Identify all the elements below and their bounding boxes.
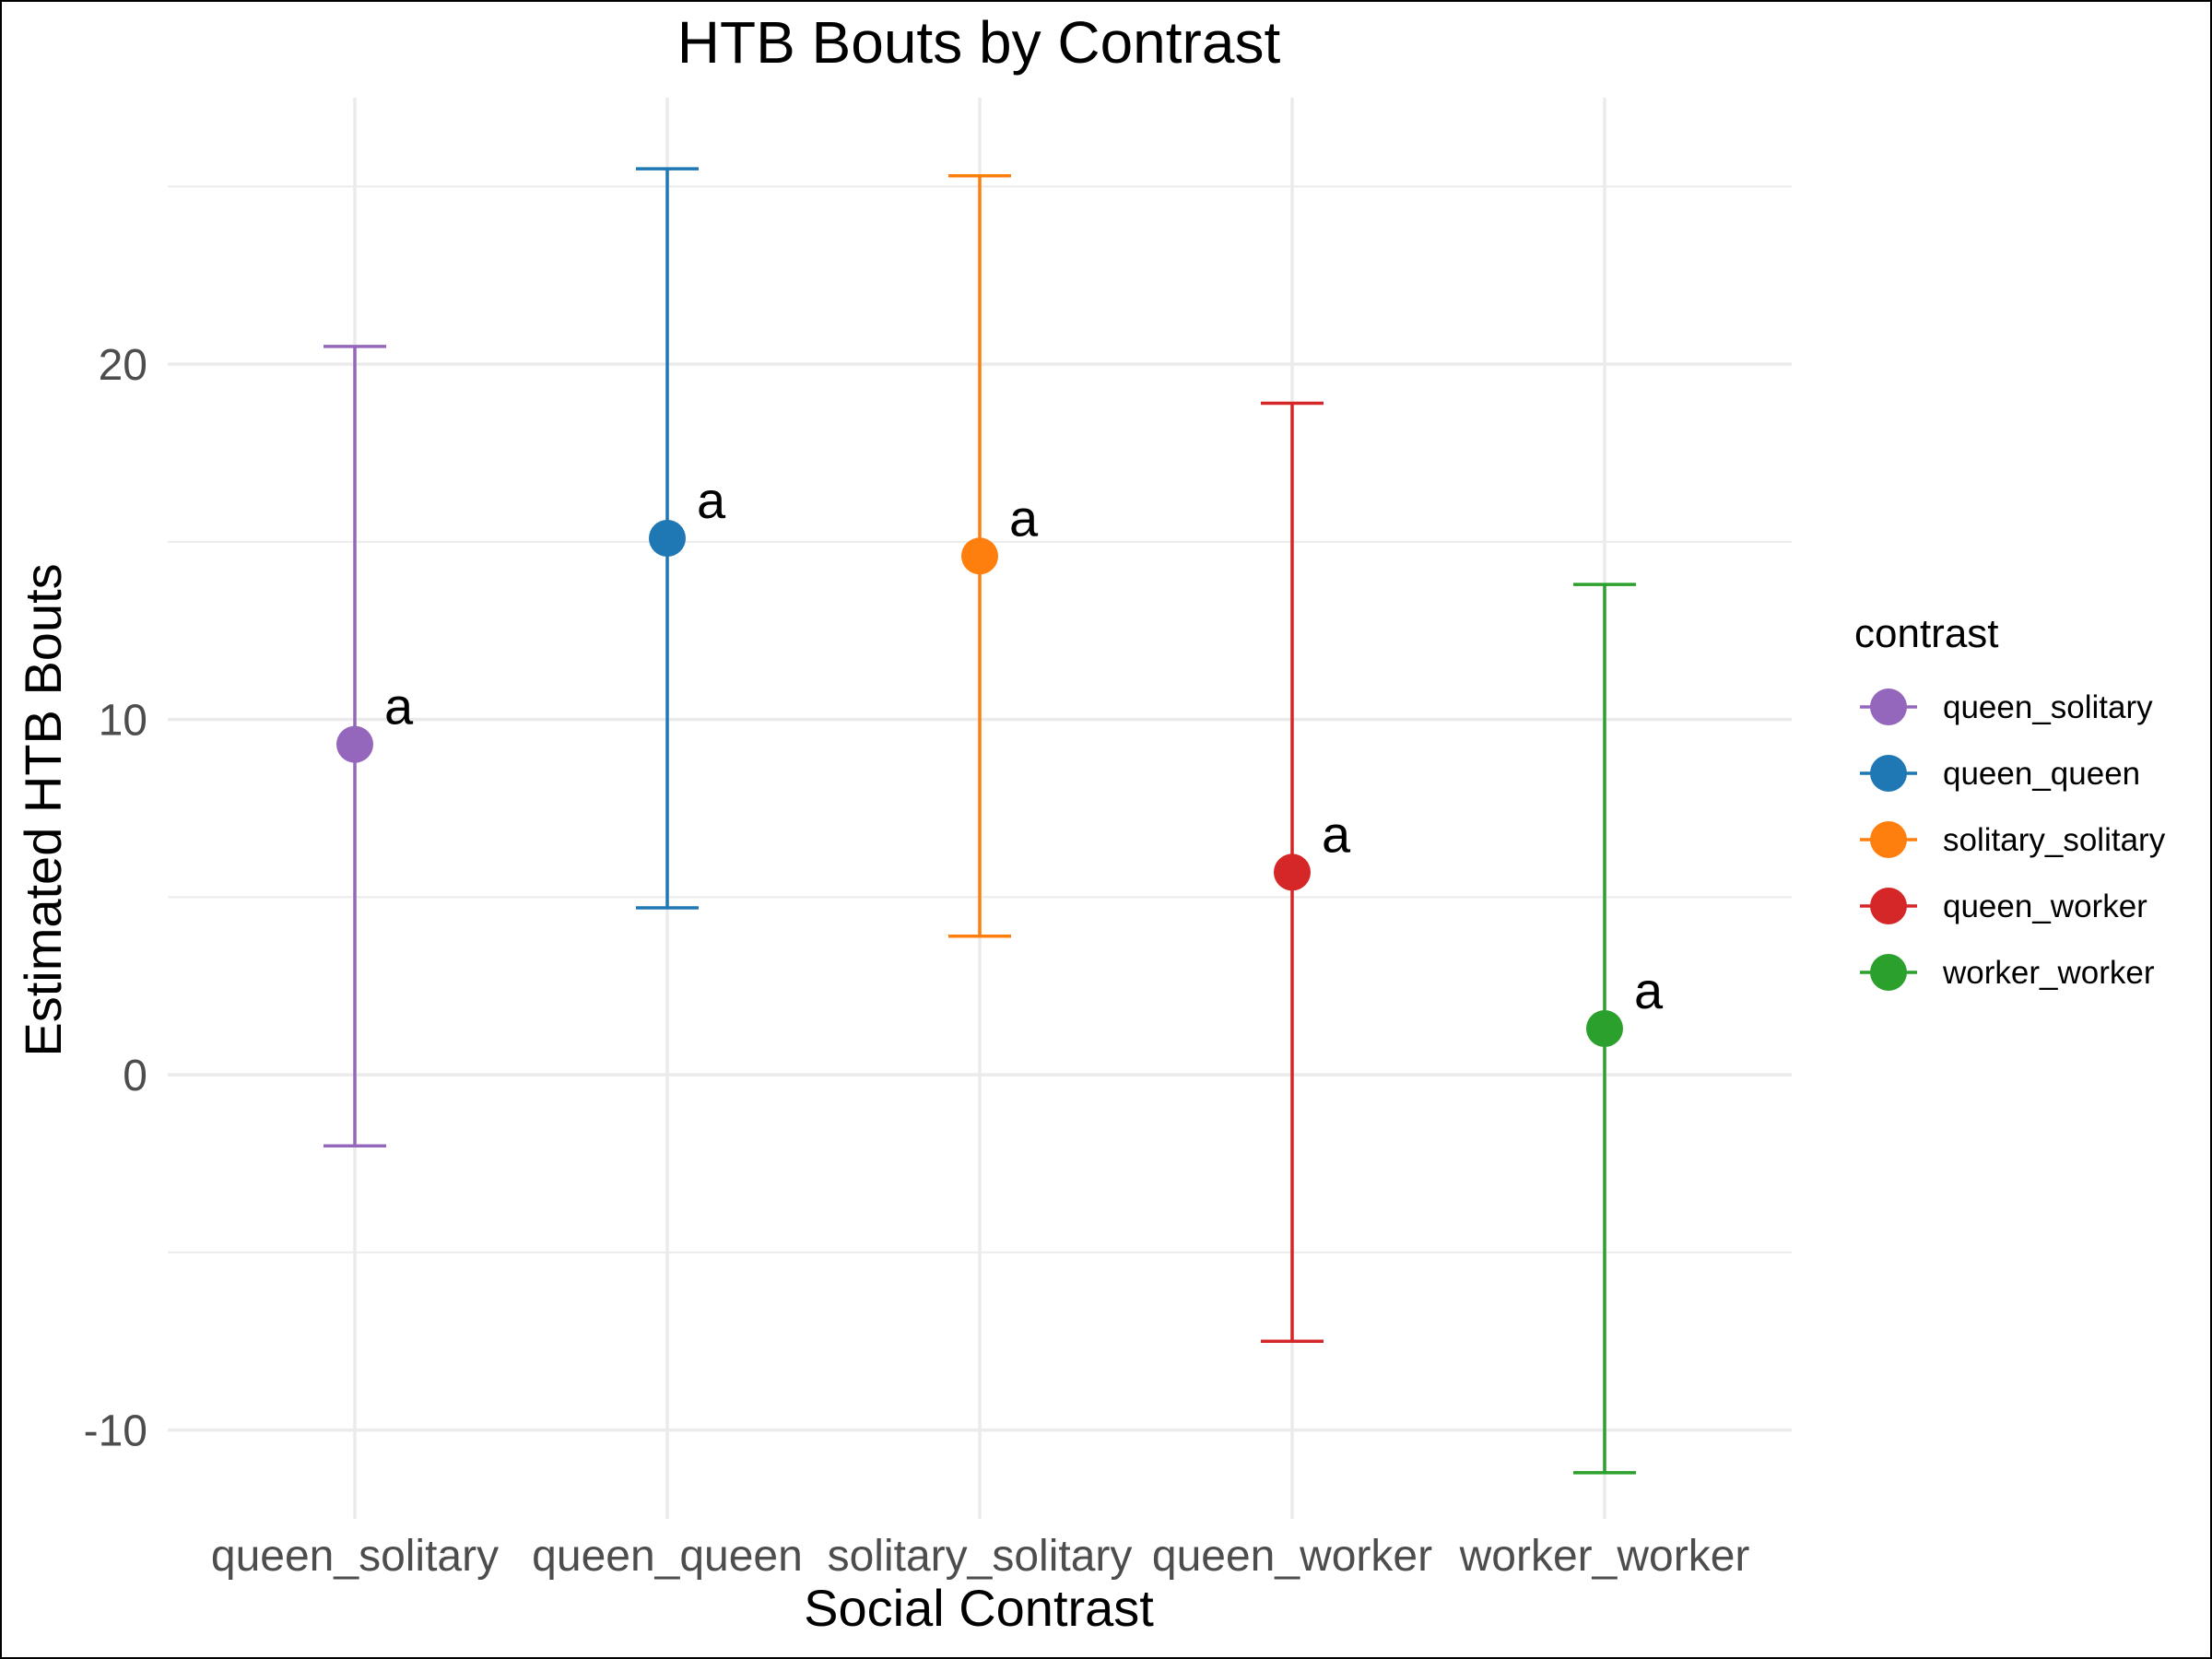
x-tick-label: solitary_solitary <box>828 1532 1133 1581</box>
legend: contrast queen_solitary queen_queensolita… <box>1854 611 2166 991</box>
x-tick-label: queen_queen <box>532 1532 803 1581</box>
legend-key-point <box>1870 888 1907 924</box>
significance-label-queen_worker: a <box>1322 805 1351 863</box>
points-layer <box>336 520 1623 1048</box>
point-queen_queen <box>649 520 686 558</box>
legend-entry: solitary_solitary <box>1860 821 2166 858</box>
x-tick-label: queen_worker <box>1152 1532 1432 1581</box>
legend-label: worker_worker <box>1942 955 2155 991</box>
significance-label-queen_queen: a <box>697 471 726 529</box>
y-tick-label: 0 <box>123 1052 147 1100</box>
y-tick-label: 20 <box>99 341 147 390</box>
y-tick-label: -10 <box>84 1407 147 1456</box>
legend-label: solitary_solitary <box>1943 822 2166 858</box>
point-queen_solitary <box>336 725 373 763</box>
significance-label-queen_solitary: a <box>384 677 414 735</box>
x-tick-label: worker_worker <box>1459 1532 1750 1581</box>
y-axis-title: Estimated HTB Bouts <box>14 563 72 1056</box>
x-tick-label: queen_solitary <box>211 1532 499 1581</box>
legend-title: contrast <box>1854 611 1999 656</box>
y-tick-label: 10 <box>99 697 147 746</box>
significance-label-worker_worker: a <box>1634 961 1664 1019</box>
legend-label: queen_worker <box>1943 888 2147 924</box>
legend-key-point <box>1870 821 1907 858</box>
legend-entry: queen_queen <box>1860 755 2140 792</box>
chart-title: HTB Bouts by Contrast <box>677 9 1281 76</box>
legend-label: queen_queen <box>1943 756 2140 792</box>
legend-entry: queen_solitary <box>1860 688 2153 725</box>
legend-key-point <box>1870 688 1907 725</box>
significance-labels-layer: a a a a a <box>384 471 1664 1019</box>
significance-label-solitary_solitary: a <box>1009 488 1039 547</box>
x-tick-labels: queen_solitary queen_queen solitary_solita… <box>211 1532 1749 1581</box>
legend-key-point <box>1870 954 1907 991</box>
legend-label: queen_solitary <box>1943 689 2153 725</box>
y-tick-labels: -10 0 10 20 <box>84 341 147 1456</box>
legend-entry: queen_worker <box>1860 888 2147 924</box>
x-axis-title: Social Contrast <box>804 1579 1154 1637</box>
point-queen_worker <box>1274 853 1311 891</box>
legend-key-point <box>1870 755 1907 792</box>
legend-entries: queen_solitary queen_queen solitary_solita… <box>1860 688 2166 991</box>
point-worker_worker <box>1586 1010 1623 1048</box>
legend-entry: worker_worker <box>1860 954 2155 991</box>
point-solitary_solitary <box>961 537 998 575</box>
